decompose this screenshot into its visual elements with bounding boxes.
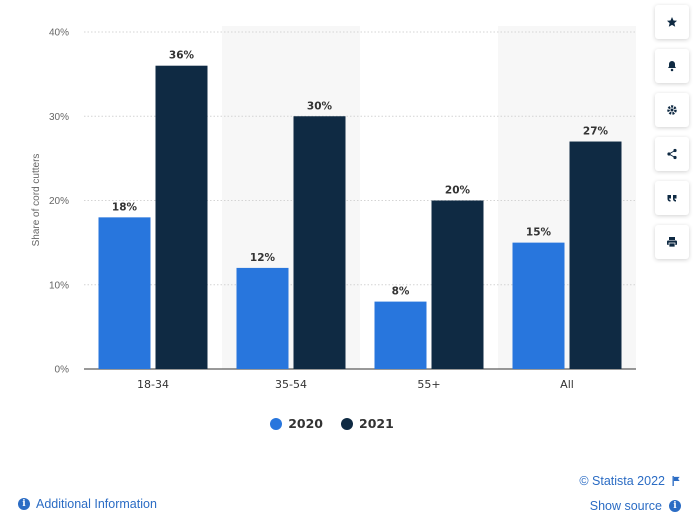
legend-item-2020[interactable]: 2020 bbox=[270, 416, 323, 431]
y-tick-label: 0% bbox=[55, 365, 70, 376]
statista-copyright[interactable]: © Statista 2022 bbox=[579, 474, 681, 488]
data-label-2021-18-34: 36% bbox=[169, 50, 195, 62]
show-source-label: Show source bbox=[589, 499, 662, 513]
legend-dot-2020 bbox=[270, 417, 283, 430]
bars: 18% 36% 12% 30% 8% 20% 15% 27% bbox=[98, 50, 622, 370]
bar-2021-35-54[interactable] bbox=[293, 116, 346, 369]
y-axis-ticks: 0% 10% 20% 30% 40% bbox=[49, 28, 69, 376]
data-label-2021-35-54: 30% bbox=[307, 100, 333, 112]
copyright-label: © Statista 2022 bbox=[579, 474, 665, 488]
favorite-button[interactable] bbox=[655, 5, 689, 39]
x-tick-label: 35-54 bbox=[275, 378, 307, 391]
bar-2021-18-34[interactable] bbox=[155, 65, 208, 369]
bar-2021-All[interactable] bbox=[569, 141, 622, 369]
share-icon bbox=[667, 148, 677, 160]
bar-2020-35-54[interactable] bbox=[236, 267, 289, 369]
legend-label-2020: 2020 bbox=[288, 416, 323, 431]
x-tick-label: 55+ bbox=[417, 378, 440, 391]
x-axis-labels: 18-34 35-54 55+ All bbox=[137, 378, 574, 391]
star-icon bbox=[667, 17, 677, 27]
legend-dot-2021 bbox=[341, 417, 353, 430]
data-label-2020-All: 15% bbox=[526, 227, 552, 239]
legend-item-2021[interactable]: 2021 bbox=[341, 416, 394, 431]
print-button[interactable] bbox=[655, 225, 689, 259]
data-label-2020-18-34: 18% bbox=[112, 201, 138, 213]
settings-button[interactable] bbox=[655, 93, 689, 127]
notification-button[interactable] bbox=[655, 49, 689, 83]
data-label-2020-35-54: 12% bbox=[250, 252, 276, 264]
y-tick-label: 20% bbox=[49, 196, 69, 207]
gear-icon bbox=[667, 105, 677, 115]
print-icon bbox=[667, 237, 677, 248]
legend-label-2021: 2021 bbox=[359, 416, 394, 431]
info-icon: i bbox=[18, 498, 30, 510]
x-tick-label: All bbox=[560, 378, 574, 391]
y-tick-label: 10% bbox=[49, 280, 69, 291]
y-axis-label: Share of cord cutters bbox=[31, 154, 42, 247]
bar-chart: 0% 10% 20% 30% 40% Share of cord cutters 18%… bbox=[31, 26, 636, 391]
quote-icon bbox=[667, 195, 677, 202]
y-tick-label: 30% bbox=[49, 112, 69, 123]
show-source-link[interactable]: Show source i bbox=[590, 499, 681, 513]
x-tick-label: 18-34 bbox=[137, 378, 169, 391]
share-button[interactable] bbox=[655, 137, 689, 171]
bar-2020-All[interactable] bbox=[512, 242, 565, 369]
bar-2020-55+[interactable] bbox=[374, 301, 427, 369]
data-label-2021-All: 27% bbox=[583, 126, 609, 138]
flag-icon bbox=[672, 476, 680, 486]
chart-toolbar bbox=[655, 5, 691, 269]
y-tick-label: 40% bbox=[49, 28, 69, 39]
additional-information-label: Additional Information bbox=[36, 497, 157, 511]
additional-information-link[interactable]: i Additional Information bbox=[18, 497, 157, 511]
bar-2021-55+[interactable] bbox=[431, 200, 484, 370]
cite-button[interactable] bbox=[655, 181, 689, 215]
source-info-icon: i bbox=[669, 500, 681, 512]
legend: 2020 2021 bbox=[0, 416, 664, 431]
data-label-2020-55+: 8% bbox=[392, 286, 410, 298]
data-label-2021-55+: 20% bbox=[445, 185, 471, 197]
bell-icon bbox=[668, 61, 676, 72]
bar-2020-18-34[interactable] bbox=[98, 217, 151, 369]
